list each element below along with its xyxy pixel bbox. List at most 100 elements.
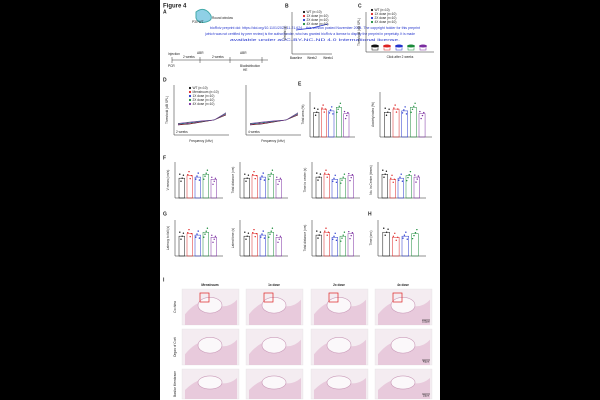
dot [383,227,385,229]
bar [397,177,404,199]
bar [347,233,354,257]
dot [245,238,247,240]
dot [206,169,209,171]
legend-swatch [370,8,374,12]
legend-swatch [302,22,306,26]
dot [415,181,417,183]
dot [408,173,410,176]
y-axis-label: Threshold (dB SPL) [165,96,169,124]
dot [398,179,400,181]
dot [182,232,185,234]
label: Frequency (kHz) [261,139,285,143]
dot [261,233,263,235]
dot [254,177,256,180]
label: 2 weeks [212,55,224,59]
dot [214,177,217,179]
label: Biodistribution [240,64,260,68]
dot [214,235,217,237]
dot [262,172,264,174]
bar [405,175,412,199]
tissue-lumen [390,336,416,354]
dot [324,230,326,232]
dot [338,105,340,108]
bar [343,113,350,138]
dot-cluster [383,44,391,48]
dot [416,178,418,180]
dot [189,235,191,238]
tissue-lumen [197,375,223,390]
panel-letter: E [298,81,302,87]
panel-letter: F [163,155,166,161]
y-axis-label: Time (sec) [369,231,373,246]
y-axis-label: Latent time (s) [231,228,235,248]
dot [403,234,406,236]
dot [253,228,255,231]
dot [390,177,392,179]
dot [188,170,190,173]
axis [291,12,332,55]
bar [194,234,201,257]
dot [340,240,342,242]
dot [393,107,395,109]
bar [339,177,346,199]
dot [343,231,346,233]
legend-swatch [188,98,192,102]
dot [385,170,388,172]
bar [410,107,417,138]
bar [418,113,426,138]
bar [336,107,342,138]
label: Injection [168,52,180,56]
dot [339,102,342,105]
dot [401,112,404,114]
dot [324,172,326,174]
dot [324,108,327,110]
label: Week2 [307,56,317,60]
legend-swatch [188,86,192,90]
label: 4X dose (n=10) [307,22,329,26]
dot [268,178,270,180]
row-label: Cochlea [173,301,177,313]
dot [405,231,407,233]
dot [391,174,393,176]
dot [411,108,414,111]
dot [255,174,258,177]
dot [341,179,343,181]
bar [202,231,209,257]
dot [278,180,280,182]
scale-bar-label: 10μm [423,395,429,398]
dot [327,173,330,175]
dot [409,170,412,173]
dot-cluster [419,44,427,48]
label: Frequency (kHz) [189,139,213,143]
dot [414,102,416,105]
dot [343,110,346,113]
dot [342,234,344,236]
dot [388,108,390,110]
dot [325,227,327,229]
label: 1X dose (n=10) [307,14,329,18]
bar [339,235,346,257]
label: 4 weeks [248,130,260,134]
label: WT (n=10) [307,10,322,14]
dot [402,237,404,239]
legend-swatch [302,10,306,14]
label: 2 weeks [183,55,195,59]
dot [393,178,396,180]
dot [205,172,207,174]
dot [197,172,199,174]
dot [179,173,181,175]
dot [204,233,206,235]
zoom-box [263,292,274,303]
dot [384,234,386,236]
dot [247,174,250,176]
dot [395,239,397,241]
preprint-notice: (which was not certified by peer review)… [205,32,415,36]
zoom-box [199,292,210,303]
dot [247,232,250,234]
dot [395,111,398,113]
dot [316,172,318,174]
dot [271,227,274,229]
dot [212,183,214,185]
dot [336,111,338,114]
dot [270,172,272,174]
